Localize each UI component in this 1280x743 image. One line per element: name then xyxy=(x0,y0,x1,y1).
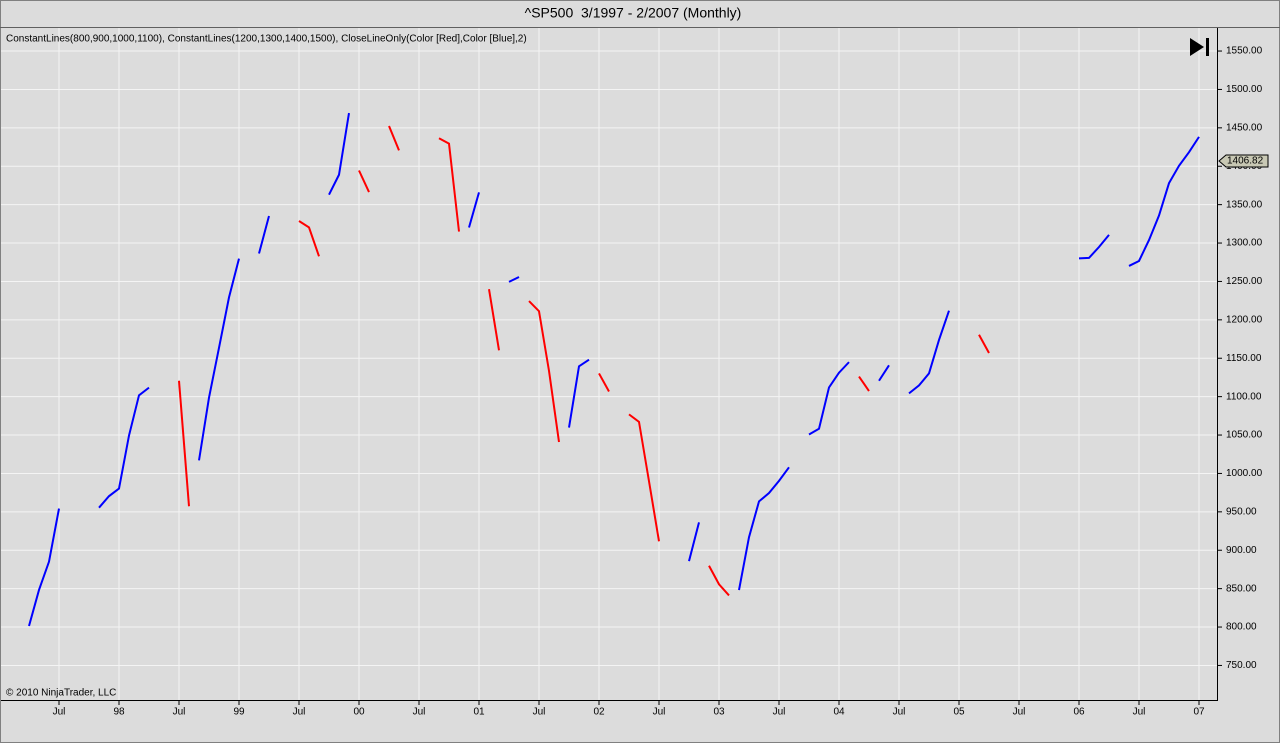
last-price-label: 1406.82 xyxy=(1227,156,1264,167)
close-line xyxy=(598,372,610,392)
close-line xyxy=(1078,234,1110,260)
play-icon[interactable] xyxy=(1190,38,1204,56)
close-line xyxy=(438,137,460,232)
close-line xyxy=(198,258,240,461)
close-line xyxy=(688,522,700,562)
y-tick-label: 1000.00 xyxy=(1226,468,1263,479)
x-tick-label: Jul xyxy=(173,707,186,718)
close-line xyxy=(708,565,730,597)
last-price-marker xyxy=(1218,154,1269,168)
indicator-label: ConstantLines(800,900,1000,1100), Consta… xyxy=(6,34,527,45)
x-tick-label: 06 xyxy=(1073,707,1085,718)
y-tick-label: 1500.00 xyxy=(1226,84,1263,95)
plot xyxy=(28,112,1200,627)
close-line xyxy=(488,289,500,351)
x-tick-label: 00 xyxy=(353,707,365,718)
y-tick-label: 1150.00 xyxy=(1226,353,1262,364)
x-tick-label: 04 xyxy=(833,707,845,718)
x-tick-label: 02 xyxy=(593,707,605,718)
close-line xyxy=(738,466,790,591)
close-line xyxy=(328,112,350,196)
close-line xyxy=(258,215,270,254)
close-line xyxy=(908,310,950,395)
x-tick-label: Jul xyxy=(53,707,66,718)
close-line xyxy=(508,276,520,283)
close-line xyxy=(1128,136,1200,267)
x-tick-label: Jul xyxy=(653,707,666,718)
close-line xyxy=(98,386,150,509)
x-tick-label: 07 xyxy=(1193,707,1205,718)
grid xyxy=(1,28,1217,700)
chart-title: ^SP500 3/1997 - 2/2007 (Monthly) xyxy=(525,5,742,21)
close-line xyxy=(28,508,60,627)
x-tick-label: Jul xyxy=(893,707,906,718)
close-line xyxy=(178,380,190,507)
y-tick-label: 1300.00 xyxy=(1226,238,1263,249)
x-tick-label: 03 xyxy=(713,707,725,718)
close-line xyxy=(628,413,660,542)
x-tick-label: 01 xyxy=(473,707,485,718)
x-tick-label: 98 xyxy=(113,707,125,718)
y-tick-label: 1100.00 xyxy=(1226,391,1262,402)
x-tick-label: Jul xyxy=(1013,707,1026,718)
x-tick-label: 05 xyxy=(953,707,965,718)
end-bar-icon[interactable] xyxy=(1206,38,1209,56)
y-tick-label: 1200.00 xyxy=(1226,314,1263,325)
close-line xyxy=(808,361,850,436)
close-line xyxy=(568,358,590,428)
y-tick-label: 950.00 xyxy=(1226,506,1257,517)
close-line xyxy=(298,220,320,257)
close-line xyxy=(358,170,370,193)
close-line xyxy=(858,375,870,392)
x-tick-label: Jul xyxy=(413,707,426,718)
x-tick-label: Jul xyxy=(1133,707,1146,718)
x-tick-label: 99 xyxy=(233,707,245,718)
scroll-end-button[interactable] xyxy=(1190,38,1209,56)
copyright: © 2010 NinjaTrader, LLC xyxy=(6,688,116,699)
close-line xyxy=(468,192,480,228)
close-line xyxy=(978,334,990,354)
y-tick-label: 900.00 xyxy=(1226,545,1257,556)
y-tick-label: 1050.00 xyxy=(1226,430,1263,441)
close-line xyxy=(878,364,890,382)
x-tick-label: Jul xyxy=(293,707,306,718)
x-tick-label: Jul xyxy=(773,707,786,718)
y-tick-label: 750.00 xyxy=(1226,660,1257,671)
y-tick-label: 1450.00 xyxy=(1226,122,1263,133)
y-tick-label: 800.00 xyxy=(1226,622,1257,633)
close-line xyxy=(388,125,400,151)
x-tick-label: Jul xyxy=(533,707,546,718)
y-tick-label: 1350.00 xyxy=(1226,199,1263,210)
y-tick-label: 850.00 xyxy=(1226,583,1257,594)
close-line xyxy=(528,300,560,443)
y-tick-label: 1550.00 xyxy=(1226,46,1263,57)
y-tick-label: 1250.00 xyxy=(1226,276,1263,287)
